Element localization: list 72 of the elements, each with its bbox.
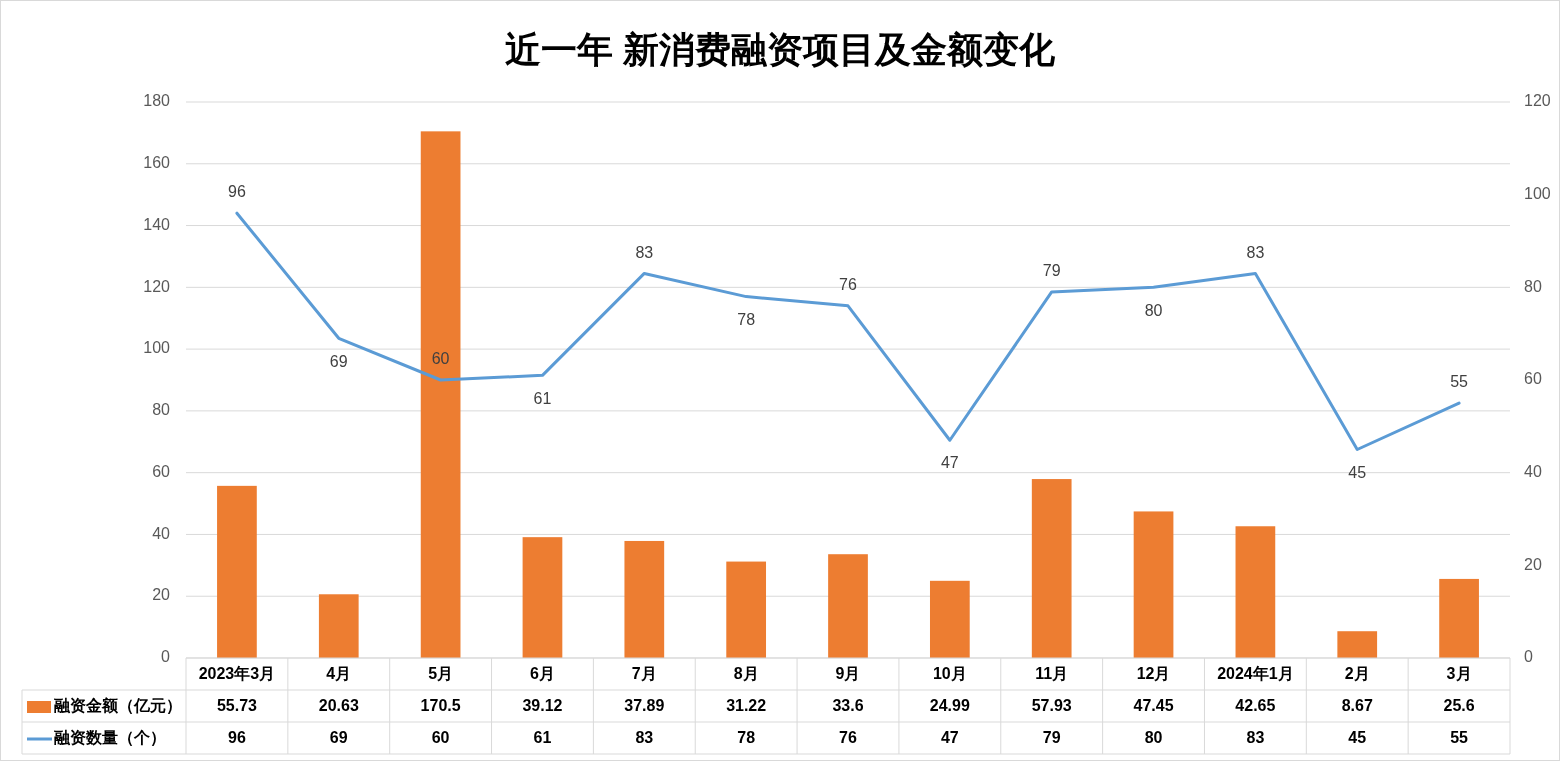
table-value: 39.12 [522,697,563,715]
table-value: 8.67 [1341,697,1373,715]
table-value: 33.6 [832,697,864,715]
table-value: 55 [1450,729,1468,747]
table-value: 170.5 [420,697,461,715]
point-label: 96 [228,183,246,201]
y2-tick-label: 0 [1524,648,1533,666]
point-label: 83 [1246,243,1265,261]
table-value: 69 [329,729,348,747]
x-tick-label: 4月 [326,665,352,683]
y-tick-label: 100 [143,339,170,357]
table-value: 83 [635,729,654,747]
point-label: 80 [1144,301,1163,319]
table-value: 47 [940,729,959,747]
table-value: 47.45 [1133,697,1174,715]
table-value: 60 [431,729,450,747]
x-tick-label: 2023年3月 [198,665,276,683]
y2-tick-label: 20 [1524,555,1542,573]
y2-tick-label: 80 [1524,277,1542,295]
y2-tick-label: 120 [1524,92,1551,110]
x-tick-label: 2月 [1344,665,1370,683]
y-tick-label: 60 [152,462,170,480]
table-value: 61 [533,729,552,747]
table-value: 96 [228,729,246,747]
x-tick-label: 12月 [1136,665,1171,683]
table-value: 76 [839,729,857,747]
y-tick-label: 160 [143,154,170,171]
table-value: 24.99 [929,697,970,715]
table-value: 42.65 [1235,697,1276,715]
table-value: 25.6 [1443,697,1475,715]
y-tick-label: 0 [161,648,170,666]
point-label: 60 [431,350,450,368]
y-tick-label: 20 [152,586,170,604]
table-value: 55.73 [216,697,257,715]
x-tick-label: 2024年1月 [1217,665,1294,683]
table-value: 45 [1348,729,1367,747]
point-label: 47 [940,454,959,472]
table-value: 31.22 [726,697,767,715]
table-value: 78 [737,729,756,747]
y-tick-label: 140 [143,215,170,233]
table-value: 80 [1144,729,1163,747]
title: 近一年 新消费融资项目及金额变化 [505,28,1055,70]
y-tick-label: 180 [143,92,170,110]
legend-label: 融资金额（亿元） [54,697,182,715]
table-value: 20.63 [318,697,359,715]
point-label: 83 [635,243,654,261]
y2-tick-label: 60 [1524,370,1542,388]
y2-tick-label: 40 [1524,462,1542,480]
y-tick-label: 80 [152,401,170,419]
y2-tick-label: 100 [1524,184,1551,202]
y-tick-label: 40 [152,524,170,542]
x-tick-label: 10月 [932,665,967,683]
point-label: 79 [1042,262,1061,280]
point-label: 69 [329,352,348,370]
point-label: 45 [1348,463,1367,481]
point-label: 76 [839,276,857,294]
y-tick-label: 120 [143,277,170,295]
x-tick-label: 6月 [530,665,555,683]
point-label: 78 [737,310,756,328]
table-value: 57.93 [1031,697,1072,715]
table-value: 37.89 [624,697,665,715]
legend-label: 融资数量（个） [54,729,166,747]
x-tick-label: 8月 [733,665,759,683]
table-value: 79 [1042,729,1061,747]
x-tick-label: 11月 [1035,665,1069,683]
x-tick-label: 9月 [835,665,861,683]
table-value: 83 [1246,729,1265,747]
point-label: 61 [533,389,552,407]
x-tick-label: 5月 [428,665,454,683]
point-label: 55 [1450,373,1468,391]
x-tick-label: 7月 [631,665,657,683]
x-tick-label: 3月 [1446,665,1472,683]
